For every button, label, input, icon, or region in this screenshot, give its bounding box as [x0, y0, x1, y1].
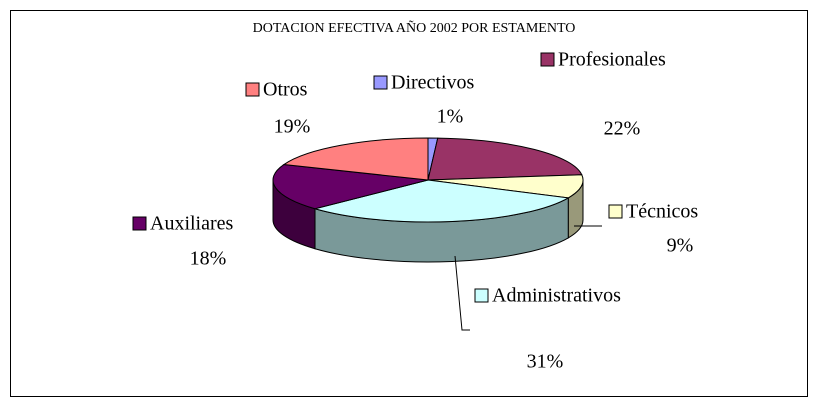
value-label: 31%	[527, 351, 564, 373]
slice	[427, 137, 583, 181]
category-label: Otros	[263, 79, 308, 101]
legend-key	[608, 204, 623, 219]
category-label: Técnicos	[626, 201, 698, 223]
slice	[272, 164, 429, 210]
value-label: 9%	[667, 235, 694, 257]
legend-key	[132, 216, 147, 231]
slice	[427, 174, 584, 199]
legend-key	[474, 288, 489, 303]
legend-key	[245, 82, 260, 97]
category-label: Administrativos	[492, 285, 621, 307]
value-label: 18%	[190, 248, 227, 270]
legend-key	[540, 52, 555, 67]
value-label: 1%	[437, 106, 464, 128]
legend-key	[373, 75, 388, 90]
value-label: 22%	[604, 118, 641, 140]
chart-title: DOTACION EFECTIVA AÑO 2002 POR ESTAMENTO	[253, 20, 576, 36]
value-label: 19%	[274, 116, 311, 138]
category-label: Profesionales	[558, 49, 666, 71]
slice	[313, 179, 570, 223]
slice	[282, 137, 429, 181]
category-label: Directivos	[391, 72, 475, 94]
category-label: Auxiliares	[150, 213, 234, 235]
leader-line	[454, 255, 470, 331]
